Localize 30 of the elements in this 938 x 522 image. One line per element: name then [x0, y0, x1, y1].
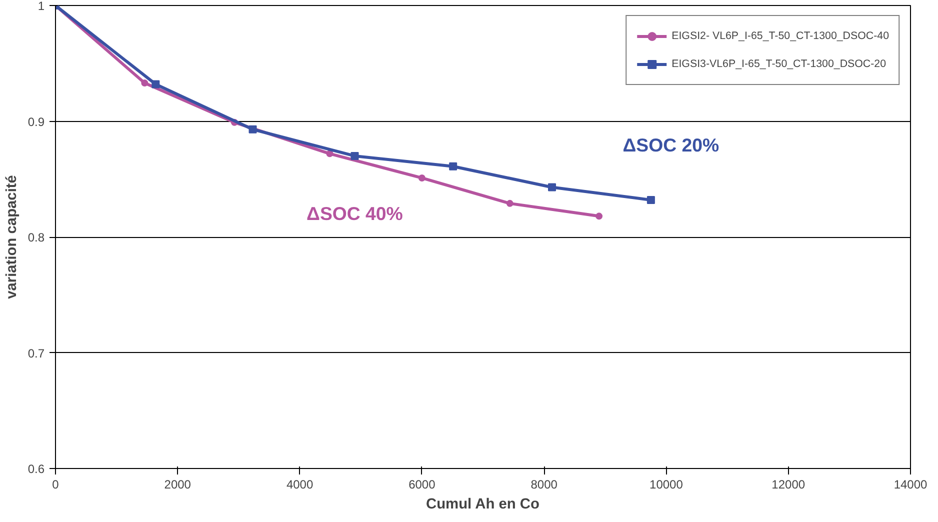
x-tick-label: 4000: [286, 478, 314, 492]
point: [449, 162, 458, 170]
point: [152, 80, 160, 88]
point: [646, 196, 655, 204]
y-tick-label: 1: [38, 0, 45, 13]
x-tick-label: 6000: [408, 478, 436, 492]
point: [326, 150, 334, 158]
x-tick-label: 14000: [894, 478, 928, 492]
point: [141, 80, 148, 87]
point: [350, 152, 359, 160]
x-tick-label: 10000: [650, 478, 684, 492]
annotation: ΔSOC 20%: [622, 134, 720, 156]
x-tick-label: 8000: [530, 478, 558, 492]
x-tick-label: 12000: [772, 478, 806, 492]
y-tick-label: 0.6: [28, 462, 45, 476]
y-tick-label: 0.9: [28, 114, 45, 129]
annotation: ΔSOC 40%: [306, 203, 404, 224]
x-tick-label: 0: [52, 478, 60, 492]
point: [418, 174, 426, 182]
x-axis-title: Cumul Ah en Co: [426, 496, 540, 512]
x-tick-label: 2000: [164, 478, 192, 492]
legend-label: EIGSI3-VL6P_I-65_T-50_CT-1300_DSOC-20: [672, 58, 886, 70]
point: [596, 212, 603, 220]
point: [506, 200, 514, 207]
y-tick-label: 0.7: [28, 346, 45, 360]
y-axis-title: variation capacité: [4, 175, 20, 299]
y-tick-label: 0.8: [28, 230, 45, 244]
legend-label: EIGSI2- VL6P_I-65_T-50_CT-1300_DSOC-40: [672, 30, 889, 42]
point: [248, 125, 257, 134]
point: [548, 183, 556, 192]
